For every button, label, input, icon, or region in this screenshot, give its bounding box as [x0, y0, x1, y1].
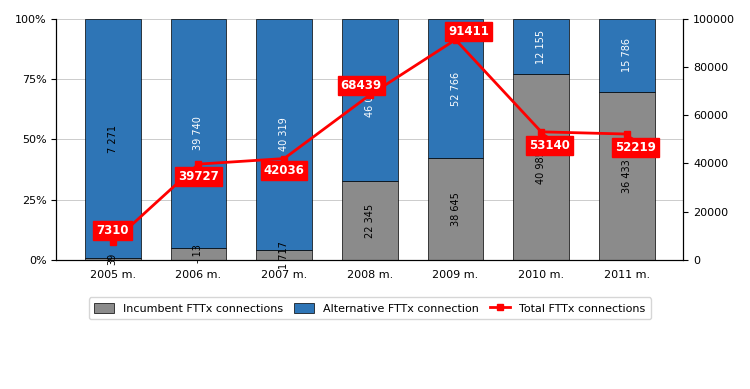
Text: 39: 39 [108, 253, 118, 265]
Text: 91411: 91411 [448, 25, 489, 38]
Text: 1 717: 1 717 [279, 241, 289, 269]
Text: 53140: 53140 [530, 133, 570, 152]
Text: - 13: - 13 [194, 244, 203, 263]
Text: 52 766: 52 766 [451, 72, 460, 105]
Text: 40 319: 40 319 [279, 117, 289, 151]
Bar [85, 19, 140, 259]
Text: 12 155: 12 155 [536, 30, 546, 63]
Bar [170, 248, 226, 260]
Text: 38 645: 38 645 [451, 192, 460, 226]
Bar [427, 158, 483, 260]
Text: 7310: 7310 [97, 224, 129, 240]
Text: 39 740: 39 740 [194, 116, 203, 150]
Text: 39727: 39727 [178, 166, 219, 183]
Text: 40 985: 40 985 [536, 150, 546, 184]
Text: 68439: 68439 [340, 79, 382, 92]
Bar [256, 250, 312, 260]
Bar [513, 19, 569, 74]
Bar [513, 74, 569, 260]
Bar [170, 19, 226, 248]
Text: 46 094: 46 094 [364, 83, 375, 117]
Text: 42036: 42036 [264, 160, 305, 177]
Text: 15 786: 15 786 [622, 39, 632, 72]
Text: 36 433: 36 433 [622, 159, 632, 193]
Text: 7 271: 7 271 [108, 125, 118, 153]
Text: 52219: 52219 [615, 135, 656, 154]
Text: 22 345: 22 345 [364, 203, 375, 238]
Bar [85, 259, 140, 260]
Bar [342, 181, 398, 260]
Bar [256, 19, 312, 250]
Bar [427, 19, 483, 158]
Bar [342, 19, 398, 181]
Legend: Incumbent FTTx connections, Alternative FTTx connection, Total FTTx connections: Incumbent FTTx connections, Alternative … [88, 297, 651, 319]
Bar [599, 19, 655, 92]
Bar [599, 92, 655, 260]
